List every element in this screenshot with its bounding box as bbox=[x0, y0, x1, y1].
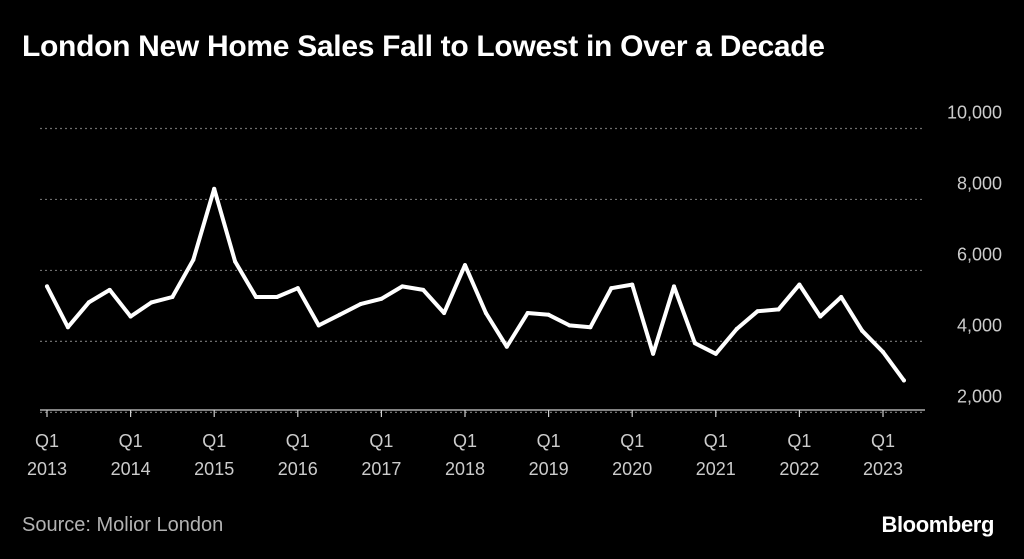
bloomberg-logo: Bloomberg bbox=[881, 512, 994, 537]
data-point bbox=[254, 295, 258, 300]
data-point bbox=[45, 284, 49, 289]
y-tick-label: 10,000 bbox=[947, 103, 1002, 123]
data-point bbox=[504, 344, 509, 349]
x-tick-year-label: 2023 bbox=[863, 459, 903, 479]
x-tick-quarter-label: Q1 bbox=[119, 431, 143, 451]
data-point bbox=[170, 295, 175, 300]
data-point bbox=[567, 323, 572, 328]
data-point bbox=[525, 310, 530, 315]
x-tick-quarter-label: Q1 bbox=[453, 431, 477, 451]
data-point bbox=[463, 263, 467, 268]
data-point bbox=[818, 314, 823, 319]
data-point bbox=[839, 295, 844, 300]
y-tick-label: 6,000 bbox=[957, 244, 1002, 264]
data-point bbox=[860, 328, 865, 333]
x-tick-quarter-label: Q1 bbox=[35, 431, 59, 451]
x-tick-year-label: 2014 bbox=[111, 459, 151, 479]
x-tick-quarter-label: Q1 bbox=[704, 431, 728, 451]
data-point bbox=[588, 325, 593, 330]
gridlines bbox=[40, 127, 925, 413]
data-point bbox=[358, 302, 363, 307]
data-point bbox=[609, 286, 614, 291]
x-tick-year-label: 2021 bbox=[696, 459, 736, 479]
x-tick-year-label: 2013 bbox=[27, 459, 67, 479]
x-axis: Q1 2013 Q1 2014 Q1 2015 Q1 2016 Q1 2017 Q1 2018 Q1 20… bbox=[27, 409, 925, 479]
data-point bbox=[316, 323, 321, 328]
data-point bbox=[651, 351, 656, 356]
data-point bbox=[400, 284, 405, 289]
y-axis: 2,000 4,000 6,000 8,000 10,000 bbox=[947, 103, 1002, 407]
x-tick-year-label: 2019 bbox=[529, 459, 569, 479]
data-point bbox=[776, 307, 781, 312]
data-point bbox=[797, 282, 802, 287]
x-tick-quarter-label: Q1 bbox=[787, 431, 811, 451]
data-point bbox=[483, 310, 488, 315]
x-tick-quarter-label: Q1 bbox=[202, 431, 226, 451]
data-point bbox=[379, 296, 384, 301]
data-point bbox=[421, 287, 426, 292]
chart-title: London New Home Sales Fall to Lowest in … bbox=[22, 30, 825, 63]
source-note: Source: Molior London bbox=[22, 514, 224, 536]
x-tick-quarter-label: Q1 bbox=[871, 431, 895, 451]
data-point bbox=[546, 312, 551, 317]
data-point bbox=[630, 282, 635, 287]
data-point bbox=[149, 300, 154, 305]
data-point bbox=[128, 314, 133, 319]
data-point bbox=[212, 186, 217, 191]
x-tick-quarter-label: Q1 bbox=[537, 431, 561, 451]
y-tick-label: 4,000 bbox=[957, 315, 1002, 335]
y-tick-label: 8,000 bbox=[957, 173, 1002, 193]
data-point bbox=[692, 341, 697, 346]
data-point bbox=[86, 300, 91, 305]
x-tick-quarter-label: Q1 bbox=[369, 431, 393, 451]
data-point bbox=[107, 287, 112, 292]
data-point bbox=[295, 286, 300, 291]
data-point bbox=[734, 326, 739, 331]
x-tick-year-label: 2020 bbox=[612, 459, 652, 479]
x-tick-year-label: 2016 bbox=[278, 459, 318, 479]
data-point bbox=[901, 378, 906, 383]
data-point bbox=[274, 295, 279, 300]
x-tick-year-label: 2022 bbox=[779, 459, 819, 479]
series bbox=[45, 186, 906, 383]
data-point bbox=[713, 351, 718, 356]
y-tick-label: 2,000 bbox=[957, 386, 1002, 406]
x-tick-quarter-label: Q1 bbox=[286, 431, 310, 451]
data-point bbox=[337, 312, 342, 317]
data-point bbox=[672, 284, 676, 289]
data-point bbox=[191, 257, 196, 262]
data-point bbox=[755, 309, 760, 314]
data-point bbox=[881, 350, 885, 355]
data-point bbox=[442, 310, 447, 315]
x-tick-year-label: 2018 bbox=[445, 459, 485, 479]
x-tick-year-label: 2017 bbox=[361, 459, 401, 479]
x-tick-quarter-label: Q1 bbox=[620, 431, 644, 451]
series-line bbox=[45, 186, 906, 383]
data-point bbox=[65, 325, 70, 330]
data-point bbox=[233, 259, 238, 264]
x-tick-year-label: 2015 bbox=[194, 459, 234, 479]
